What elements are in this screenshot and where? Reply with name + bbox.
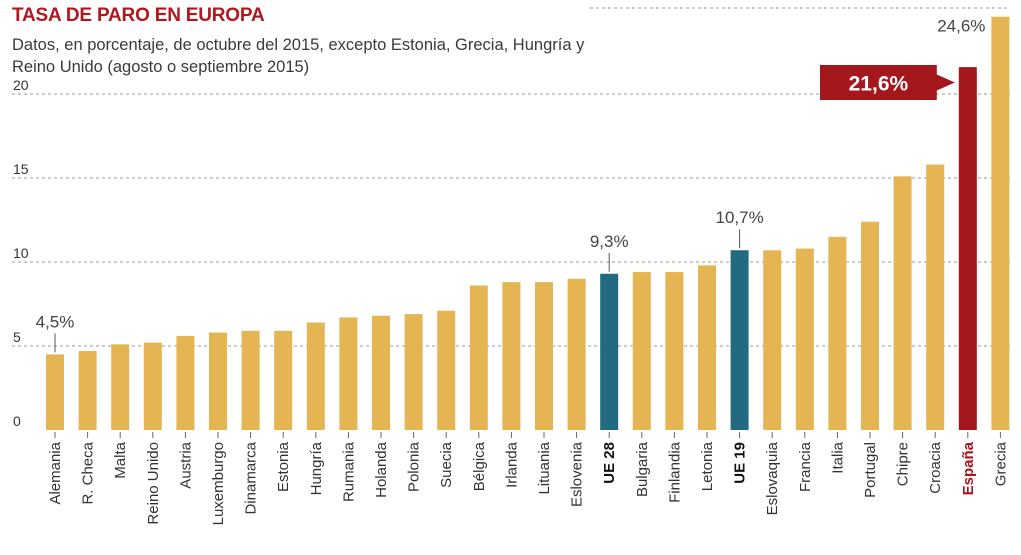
data-label-ue-28: 9,3% <box>590 232 629 251</box>
category-label-lituania: Lituania <box>536 441 553 494</box>
bar-irlanda <box>502 282 521 430</box>
bar-belgica <box>469 285 488 430</box>
bar-polonia <box>404 314 423 430</box>
bar-alemania <box>46 354 64 430</box>
y-tick-label: 10 <box>13 245 29 261</box>
bar-ue-19 <box>730 250 749 430</box>
chart-subtitle: Datos, en porcentaje, de octubre del 201… <box>12 36 585 76</box>
category-label-espana: España <box>960 441 977 495</box>
bar-estonia <box>274 330 293 430</box>
category-label-bulgaria: Bulgaria <box>634 441 651 497</box>
y-tick-label: 20 <box>13 77 29 93</box>
data-label-ue-19: 10,7% <box>715 208 763 227</box>
bar-croacia <box>926 164 945 430</box>
category-label-hungria: Hungría <box>308 441 325 495</box>
bar-letonia <box>698 265 716 430</box>
category-label-malta: Malta <box>112 441 129 478</box>
bar-luxemburgo <box>209 332 227 430</box>
category-label-chipre: Chipre <box>895 442 912 486</box>
bar-bulgaria <box>632 272 651 430</box>
bar-malta <box>111 344 130 430</box>
category-label-francia: Francia <box>797 441 814 492</box>
callout-spain-label: 21,6% <box>849 73 909 96</box>
y-tick-label: 15 <box>13 161 29 177</box>
category-label-belgica: Bélgica <box>471 441 488 491</box>
category-label-r-checa: R. Checa <box>80 441 97 504</box>
category-label-holanda: Holanda <box>373 441 390 498</box>
data-label-grecia: 24,6% <box>937 17 985 36</box>
bar-dinamarca <box>241 330 260 430</box>
bar-suecia <box>437 310 456 430</box>
category-label-portugal: Portugal <box>862 442 879 498</box>
bar-chipre <box>893 176 912 430</box>
category-label-italia: Italia <box>829 441 846 473</box>
bar-francia <box>795 248 814 430</box>
bar-finlandia <box>665 272 684 430</box>
data-label-alemania: 4,5% <box>36 312 75 331</box>
category-label-austria: Austria <box>177 441 194 488</box>
category-label-ue-28: UE 28 <box>601 442 618 484</box>
category-label-suecia: Suecia <box>438 441 455 488</box>
category-label-finlandia: Finlandia <box>666 441 683 503</box>
category-label-eslovaquia: Eslovaquia <box>764 441 781 515</box>
category-label-luxemburgo: Luxemburgo <box>210 442 227 525</box>
category-label-croacia: Croacia <box>927 441 944 493</box>
bar-eslovaquia <box>763 250 782 430</box>
bar-ue-28 <box>600 273 619 430</box>
x-axis-labels: Alemania R. Checa Malta Reino Unido Austria L… <box>47 432 1009 525</box>
bars <box>46 16 1010 431</box>
callout-spain-box <box>820 65 955 100</box>
y-tick-label: 5 <box>13 329 21 345</box>
y-tick-label: 0 <box>13 413 21 429</box>
category-label-ue-19: UE 19 <box>732 442 749 484</box>
bar-reino-unido <box>143 342 162 430</box>
category-label-reino-unido: Reino Unido <box>145 442 162 525</box>
bar-hungria <box>306 322 325 430</box>
category-label-letonia: Letonia <box>699 441 716 491</box>
category-label-alemania: Alemania <box>47 441 64 504</box>
category-label-rumania: Rumania <box>340 441 357 502</box>
bar-lituania <box>535 282 553 430</box>
data-labels: 4,5% 9,3% 10,7% 24,6% 21,6% <box>36 17 985 353</box>
y-axis-ticks: 0 5 10 15 20 <box>13 77 29 429</box>
bar-italia <box>828 236 847 430</box>
bar-holanda <box>372 315 390 430</box>
bar-r-checa <box>78 351 97 430</box>
bar-eslovenia <box>567 278 586 430</box>
bar-austria <box>176 335 195 430</box>
bar-rumania <box>339 317 358 430</box>
category-label-irlanda: Irlanda <box>503 441 520 488</box>
category-label-eslovenia: Eslovenia <box>569 441 586 507</box>
chart-title: TASA DE PARO EN EUROPA <box>12 5 265 26</box>
category-label-dinamarca: Dinamarca <box>243 441 260 514</box>
bar-portugal <box>861 221 879 430</box>
category-label-polonia: Polonia <box>406 441 423 492</box>
category-label-estonia: Estonia <box>275 441 292 492</box>
bar-grecia <box>991 16 1010 430</box>
category-label-grecia: Grecia <box>992 441 1009 486</box>
bar-espana <box>958 67 977 431</box>
